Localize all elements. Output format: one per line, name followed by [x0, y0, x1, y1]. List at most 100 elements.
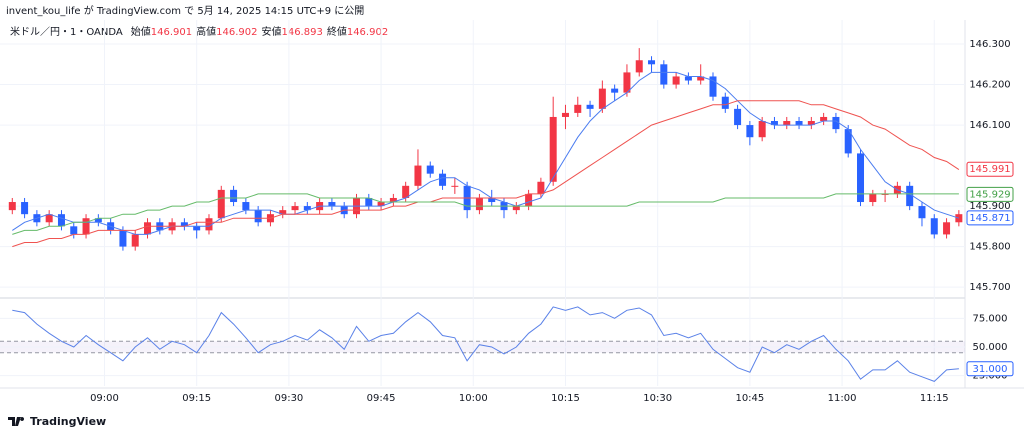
- line-series: [12, 306, 959, 382]
- candle-body: [488, 197, 496, 203]
- y-tick-label: 145.800: [969, 242, 1010, 253]
- y-tick-label: 145.700: [969, 282, 1010, 293]
- candle-body: [119, 230, 127, 247]
- candle-body: [328, 202, 336, 207]
- candle-body: [180, 222, 188, 227]
- candle-body: [709, 76, 717, 97]
- candle-body: [291, 206, 299, 211]
- candle-body: [611, 88, 619, 93]
- x-tick-label: 10:30: [643, 393, 672, 404]
- candle-body: [537, 181, 545, 194]
- candle-body: [943, 222, 951, 235]
- candle-body: [623, 72, 631, 93]
- price-badge: [966, 361, 1014, 377]
- candle-body: [844, 129, 852, 154]
- candle-body: [451, 185, 459, 187]
- candle-body: [279, 210, 287, 215]
- ohlc-name: 高値: [196, 25, 216, 38]
- candle-body: [857, 153, 865, 203]
- x-tick-label: 09:15: [182, 393, 211, 404]
- candle-body: [512, 206, 520, 211]
- x-tick-label: 10:15: [551, 393, 580, 404]
- candle-body: [82, 218, 90, 235]
- x-tick-label: 09:30: [274, 393, 303, 404]
- candle-body: [660, 64, 668, 85]
- ohlc-value: 146.893: [281, 27, 322, 38]
- price-badge-label: 31.000: [973, 364, 1008, 375]
- candle-body: [869, 193, 877, 203]
- line-series: [12, 71, 960, 235]
- candle-body: [918, 206, 926, 219]
- candle-body: [525, 193, 533, 207]
- candle-body: [881, 193, 889, 195]
- candle-body: [770, 121, 778, 126]
- candle-body: [57, 214, 65, 227]
- ohlc-name: 終値: [327, 25, 347, 38]
- candle-body: [254, 210, 262, 223]
- candle-body: [303, 206, 311, 211]
- candle-body: [721, 96, 729, 109]
- candle-body: [586, 104, 594, 109]
- published: invent_kou_life が TradingView.com で 5月 1…: [6, 4, 364, 17]
- y-tick-label: 146.300: [969, 39, 1010, 50]
- candle-body: [389, 197, 397, 203]
- price-badge: [966, 161, 1014, 177]
- brand: TradingView: [30, 415, 106, 428]
- candle-body: [574, 104, 582, 113]
- logo: TradingView: [8, 415, 106, 428]
- ohlc-value: 146.901: [151, 27, 192, 38]
- y-tick-label: 145.900: [969, 201, 1010, 212]
- candle-body: [635, 60, 643, 73]
- candle-body: [684, 76, 692, 81]
- candle-body: [439, 173, 447, 186]
- candle-body: [475, 197, 483, 211]
- candle-body: [8, 202, 16, 211]
- ohlc-name: 安値: [261, 25, 281, 38]
- x-tick-label: 11:15: [920, 393, 949, 404]
- candle-body: [205, 218, 213, 231]
- line-series: [12, 100, 960, 248]
- candle-body: [672, 76, 680, 85]
- candle-body: [758, 121, 766, 138]
- candle-body: [217, 189, 225, 219]
- candle-body: [746, 125, 754, 138]
- candle-body: [426, 165, 434, 174]
- candle-body: [131, 234, 139, 247]
- x-tick-label: 09:45: [367, 393, 396, 404]
- candle-body: [807, 121, 815, 126]
- price-badge-label: 145.991: [969, 164, 1010, 175]
- candle-body: [193, 226, 201, 231]
- candle-body: [697, 76, 705, 81]
- price-badge: [966, 210, 1014, 226]
- candle-body: [70, 226, 78, 235]
- candle-body: [94, 218, 102, 223]
- candle-body: [783, 121, 791, 126]
- candle-body: [144, 222, 152, 235]
- price-badge-label: 145.871: [969, 213, 1010, 224]
- price-badge-label: 145.929: [969, 189, 1010, 200]
- ohlc-name: 始値: [131, 25, 151, 38]
- candle-body: [365, 197, 373, 207]
- y-tick-label: 75.000: [973, 313, 1008, 324]
- price-badge: [966, 186, 1014, 202]
- candle-body: [402, 185, 410, 198]
- candle-body: [598, 88, 606, 109]
- candle-body: [832, 116, 840, 130]
- x-tick-label: 10:45: [735, 393, 764, 404]
- candle-body: [648, 60, 656, 65]
- symbol: 米ドル／円・1・OANDA: [10, 25, 123, 38]
- y-tick-label: 146.200: [969, 80, 1010, 91]
- line-series: [12, 193, 959, 235]
- x-tick-label: 11:00: [828, 393, 857, 404]
- candle-body: [377, 202, 385, 207]
- y-tick-label: 50.000: [973, 342, 1008, 353]
- ohlc-value: 146.902: [347, 27, 388, 38]
- candle-body: [414, 165, 422, 186]
- candle-body: [734, 108, 742, 126]
- candle-body: [242, 202, 250, 211]
- x-tick-label: 09:00: [90, 393, 119, 404]
- candle-body: [230, 189, 238, 203]
- candle-body: [561, 112, 569, 117]
- y-tick-label: 146.100: [969, 120, 1010, 131]
